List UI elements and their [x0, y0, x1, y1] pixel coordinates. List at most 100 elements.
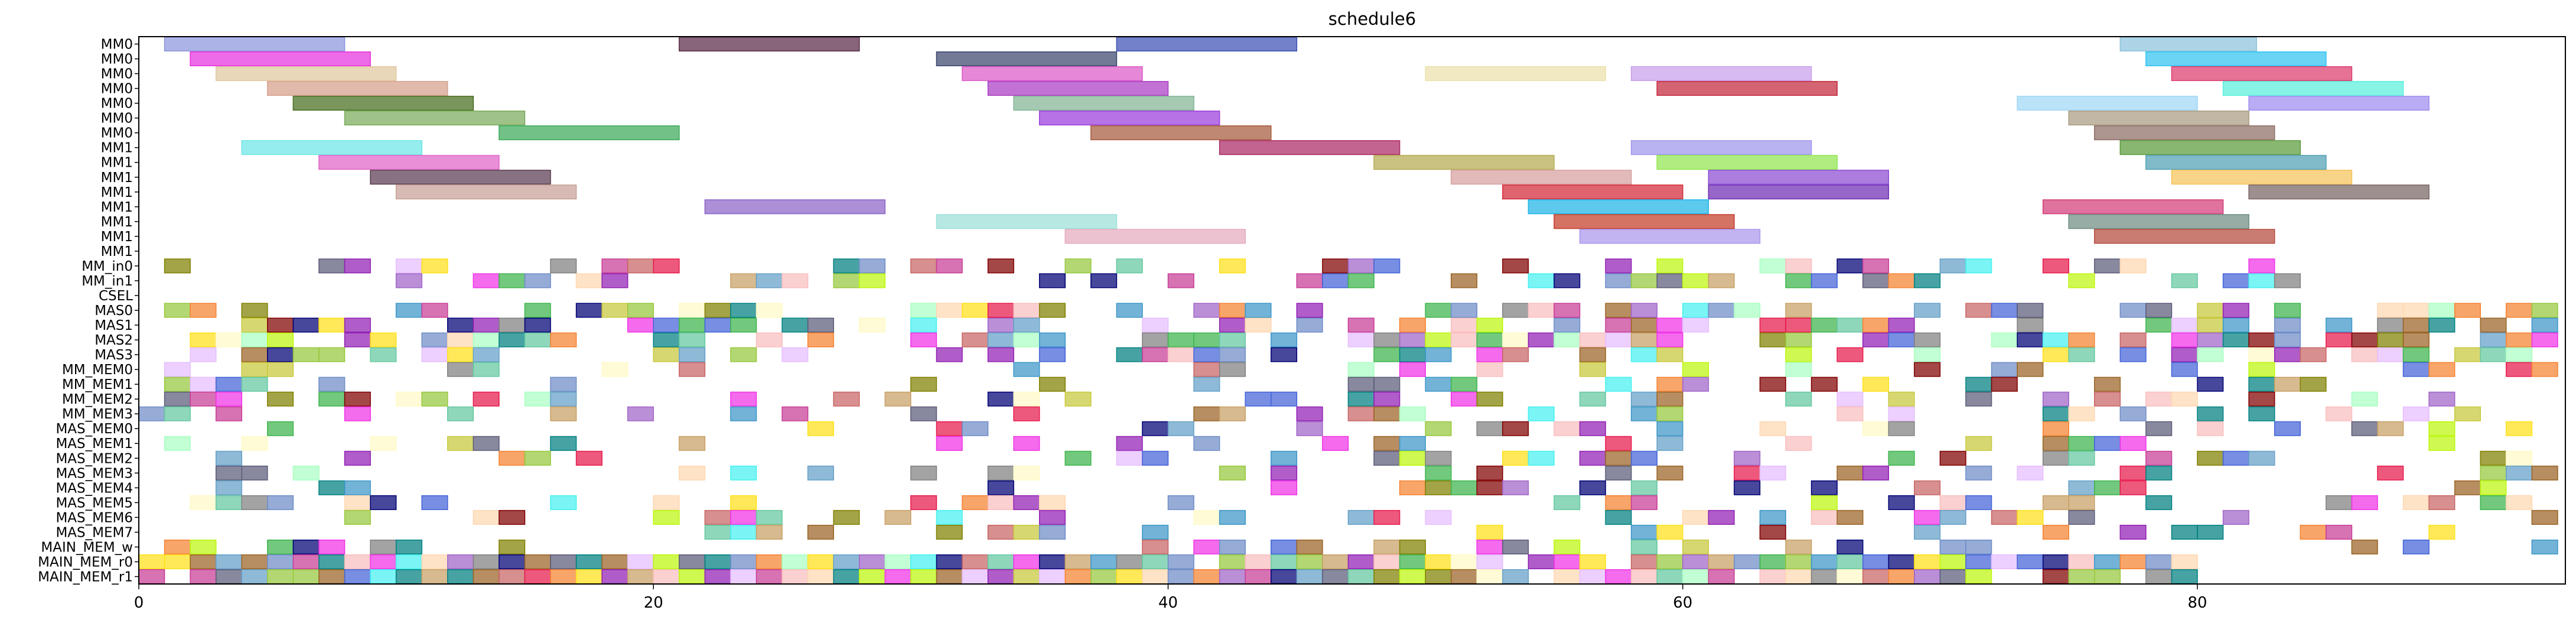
transfer-block	[1656, 421, 1683, 436]
transfer-block	[473, 362, 500, 377]
transfer-block	[987, 317, 1014, 333]
y-tick-label: MAS_MEM1	[56, 436, 133, 452]
transfer-block	[781, 569, 809, 584]
transfer-block	[910, 569, 937, 584]
transfer-block	[2428, 391, 2455, 407]
transfer-block	[2042, 495, 2069, 510]
transfer-block	[1528, 406, 1555, 421]
transfer-block	[910, 465, 937, 481]
transfer-block	[1630, 495, 1657, 510]
transfer-block	[2171, 347, 2198, 362]
transfer-block	[1142, 347, 1169, 362]
transfer-block	[730, 391, 757, 407]
transfer-block	[679, 332, 706, 348]
transfer-block	[1682, 303, 1709, 318]
transfer-block	[164, 258, 191, 274]
transfer-block	[1013, 569, 1040, 584]
transfer-block	[1862, 377, 1890, 392]
transfer-block	[575, 273, 603, 288]
transfer-block	[1836, 539, 1864, 554]
y-tick-label: MAS_MEM2	[56, 451, 133, 466]
transfer-block	[2145, 569, 2173, 584]
transfer-block	[344, 554, 371, 569]
transfer-block	[1116, 347, 1143, 362]
transfer-block	[833, 391, 860, 407]
transfer-block	[807, 332, 834, 348]
task-bar	[1656, 81, 1838, 96]
transfer-block	[1785, 569, 1812, 584]
transfer-block	[1347, 391, 1375, 407]
transfer-block	[421, 347, 448, 362]
transfer-block	[575, 303, 603, 318]
transfer-block	[2248, 273, 2275, 288]
transfer-block	[1836, 510, 1864, 525]
transfer-block	[1630, 391, 1657, 407]
transfer-block	[1554, 317, 1581, 333]
transfer-block	[807, 569, 834, 584]
transfer-block	[2402, 539, 2430, 554]
transfer-block	[370, 569, 397, 584]
transfer-block	[1476, 347, 1503, 362]
y-tick-label: MAS3	[95, 348, 133, 363]
transfer-block	[781, 406, 809, 421]
task-bar	[499, 125, 680, 141]
transfer-block	[267, 554, 294, 569]
transfer-block	[1450, 317, 1478, 333]
transfer-block	[1271, 465, 1298, 481]
transfer-block	[987, 495, 1014, 510]
transfer-block	[2171, 391, 2198, 407]
transfer-block	[1399, 362, 1426, 377]
transfer-block	[962, 495, 989, 510]
transfer-block	[2454, 480, 2481, 495]
y-tick-label: MAIN_MEM_r1	[38, 569, 133, 585]
transfer-block	[781, 347, 809, 362]
transfer-block	[1605, 273, 1632, 288]
transfer-block	[1038, 377, 1066, 392]
transfer-block	[627, 569, 654, 584]
transfer-block	[292, 539, 320, 554]
transfer-block	[1656, 347, 1683, 362]
transfer-block	[1605, 495, 1632, 510]
transfer-block	[1167, 347, 1194, 362]
task-bar	[190, 51, 371, 67]
transfer-block	[2197, 450, 2224, 466]
transfer-block	[1399, 450, 1426, 466]
transfer-block	[1759, 554, 1786, 569]
transfer-block	[2094, 377, 2121, 392]
task-bar	[1116, 37, 1298, 52]
transfer-block	[807, 554, 834, 569]
transfer-block	[1888, 421, 1915, 436]
transfer-block	[1888, 569, 1915, 584]
transfer-block	[447, 332, 474, 348]
transfer-block	[601, 258, 628, 274]
transfer-block	[164, 362, 191, 377]
transfer-block	[859, 554, 886, 569]
transfer-block	[1347, 377, 1375, 392]
transfer-block	[524, 569, 551, 584]
transfer-block	[1991, 332, 2018, 348]
transfer-block	[2017, 317, 2044, 333]
transfer-block	[499, 554, 526, 569]
transfer-block	[704, 524, 731, 540]
transfer-block	[2171, 332, 2198, 348]
transfer-block	[344, 317, 371, 333]
transfer-block	[2480, 332, 2507, 348]
y-tick-label: MAS_MEM7	[56, 525, 133, 540]
transfer-block	[1347, 317, 1375, 333]
transfer-block	[2506, 303, 2533, 318]
transfer-block	[473, 510, 500, 525]
transfer-block	[2042, 436, 2069, 451]
transfer-block	[164, 303, 191, 318]
transfer-block	[2506, 332, 2533, 348]
transfer-block	[473, 554, 500, 569]
transfer-block	[730, 569, 757, 584]
transfer-block	[1785, 332, 1812, 348]
transfer-block	[447, 554, 474, 569]
transfer-block	[473, 569, 500, 584]
transfer-block	[1167, 569, 1194, 584]
transfer-block	[704, 554, 731, 569]
transfer-block	[1759, 377, 1786, 392]
transfer-block	[1399, 347, 1426, 362]
transfer-block	[447, 436, 474, 451]
